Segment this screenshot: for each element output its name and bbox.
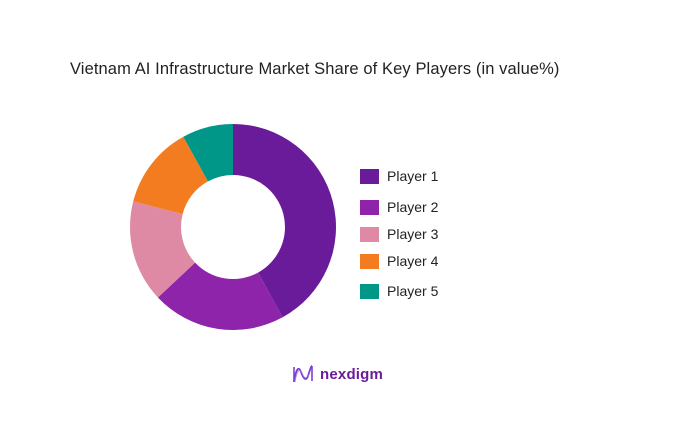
donut-slice-player-5 bbox=[183, 124, 233, 182]
donut-slice-player-4 bbox=[133, 136, 208, 215]
logo-text: nexdigm bbox=[320, 365, 384, 383]
donut-slice-player-3 bbox=[130, 201, 196, 298]
legend-swatch bbox=[360, 253, 379, 269]
legend-swatch bbox=[360, 199, 379, 215]
legend-swatch bbox=[360, 283, 379, 299]
chart-title: Vietnam AI Infrastructure Market Share o… bbox=[70, 60, 560, 78]
legend-item-player-2: Player 2 bbox=[360, 197, 438, 217]
legend-item-player-4: Player 4 bbox=[360, 251, 438, 271]
nexdigm-logo: nexdigm bbox=[292, 364, 383, 384]
donut-slice-player-2 bbox=[157, 262, 283, 331]
legend-label: Player 3 bbox=[387, 226, 439, 242]
legend-label: Player 4 bbox=[387, 253, 439, 269]
legend-swatch bbox=[360, 168, 379, 184]
legend-label: Player 2 bbox=[387, 199, 439, 215]
legend-item-player-1: Player 1 bbox=[360, 166, 438, 186]
legend-item-player-5: Player 5 bbox=[360, 281, 438, 301]
nexdigm-wave-icon bbox=[293, 365, 313, 383]
legend-swatch bbox=[360, 226, 379, 242]
donut-slice-player-1 bbox=[233, 124, 336, 318]
legend-label: Player 1 bbox=[387, 168, 439, 184]
legend-label: Player 5 bbox=[387, 283, 439, 299]
legend-item-player-3: Player 3 bbox=[360, 224, 438, 244]
